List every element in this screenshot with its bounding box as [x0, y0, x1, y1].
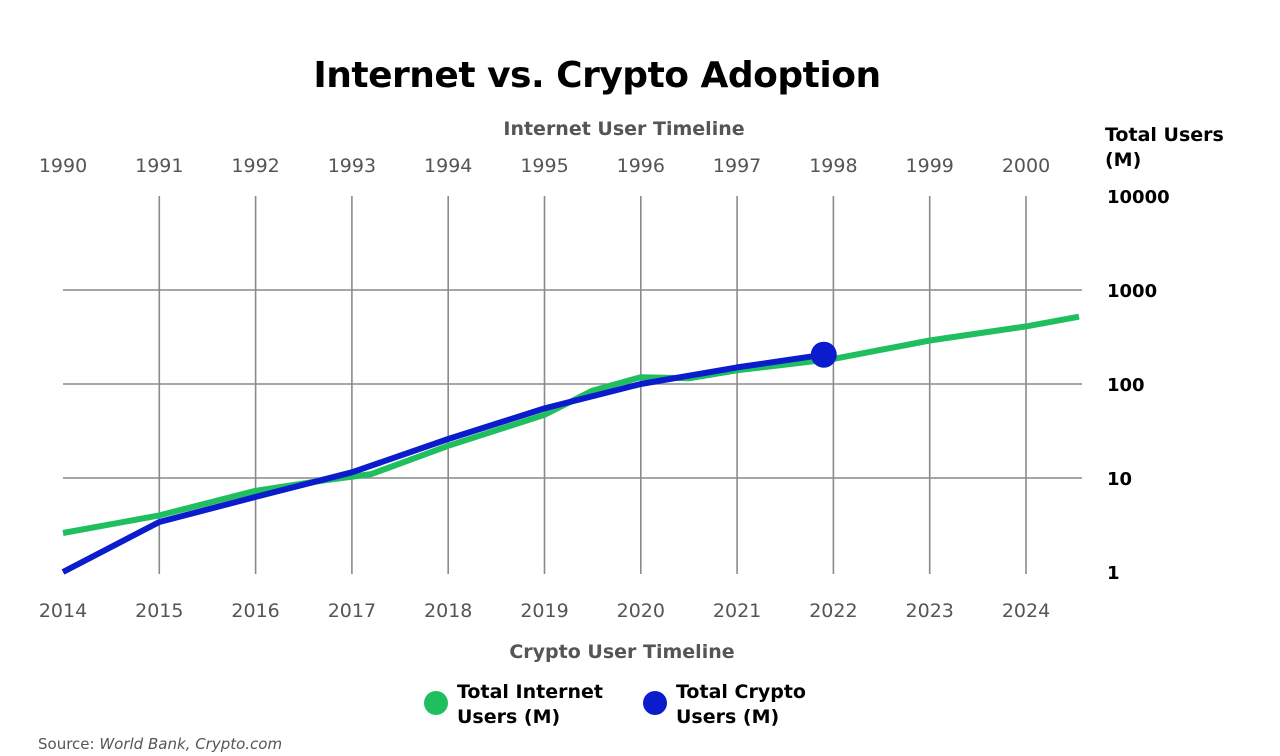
crypto-endpoint-marker	[810, 341, 837, 368]
series-line-crypto	[61, 351, 825, 575]
top-x-tick-label: 1998	[809, 155, 857, 177]
source-text: World Bank, Crypto.com	[99, 735, 282, 753]
top-x-tick-label: 1990	[39, 155, 87, 177]
legend-label-crypto-line-1: Total Crypto	[676, 681, 806, 703]
y-tick-label: 100	[1107, 375, 1145, 396]
y-axis: 10000 1000 100 10 1	[1107, 187, 1170, 584]
bottom-x-axis: 2014 2015 2016 2017 2018 2019 2020 2021 2022 2023…	[39, 600, 1050, 622]
top-x-axis: 1990 1991 1992 1993 1994 1995 1996 1997 1998 1999…	[39, 155, 1050, 177]
y-axis-label-line-2: (M)	[1105, 149, 1141, 171]
y-tick-label: 1	[1107, 563, 1120, 584]
bottom-x-tick-label: 2024	[1002, 600, 1050, 622]
top-x-tick-label: 1997	[713, 155, 761, 177]
top-x-tick-label: 1993	[328, 155, 376, 177]
bottom-x-tick-label: 2019	[520, 600, 568, 622]
bottom-x-tick-label: 2018	[424, 600, 472, 622]
top-x-tick-label: 1991	[135, 155, 183, 177]
source-note: Source: World Bank, Crypto.com	[38, 735, 282, 753]
legend-swatch-internet	[424, 691, 448, 715]
legend-label-crypto-line-2: Users (M)	[676, 706, 779, 728]
bottom-axis-title: Crypto User Timeline	[509, 641, 734, 663]
top-x-tick-label: 2000	[1002, 155, 1050, 177]
top-x-tick-label: 1999	[906, 155, 954, 177]
legend-label-internet-line-1: Total Internet	[457, 681, 603, 703]
legend-swatch-crypto	[643, 691, 667, 715]
chart-title: Internet vs. Crypto Adoption	[313, 55, 880, 96]
bottom-x-tick-label: 2022	[809, 600, 857, 622]
top-x-tick-label: 1996	[617, 155, 665, 177]
top-axis-title: Internet User Timeline	[503, 118, 744, 140]
source-prefix: Source:	[38, 735, 99, 753]
bottom-x-tick-label: 2014	[39, 600, 87, 622]
y-tick-label: 10000	[1107, 187, 1170, 208]
series-line-internet	[62, 313, 1080, 536]
y-tick-label: 1000	[1107, 281, 1157, 302]
grid	[63, 196, 1082, 574]
top-x-tick-label: 1992	[231, 155, 279, 177]
bottom-x-tick-label: 2016	[231, 600, 279, 622]
top-x-tick-label: 1995	[520, 155, 568, 177]
legend-label-internet-line-2: Users (M)	[457, 706, 560, 728]
legend: Total Internet Users (M) Total Crypto Us…	[424, 681, 806, 728]
bottom-x-tick-label: 2017	[328, 600, 376, 622]
bottom-x-tick-label: 2021	[713, 600, 761, 622]
legend-item-internet: Total Internet Users (M)	[424, 681, 603, 728]
bottom-x-tick-label: 2015	[135, 600, 183, 622]
series	[61, 313, 1080, 575]
bottom-x-tick-label: 2023	[906, 600, 954, 622]
y-tick-label: 10	[1107, 469, 1132, 490]
bottom-x-tick-label: 2020	[617, 600, 665, 622]
top-x-tick-label: 1994	[424, 155, 472, 177]
legend-item-crypto: Total Crypto Users (M)	[643, 681, 806, 728]
y-axis-label-line-1: Total Users	[1105, 124, 1224, 146]
